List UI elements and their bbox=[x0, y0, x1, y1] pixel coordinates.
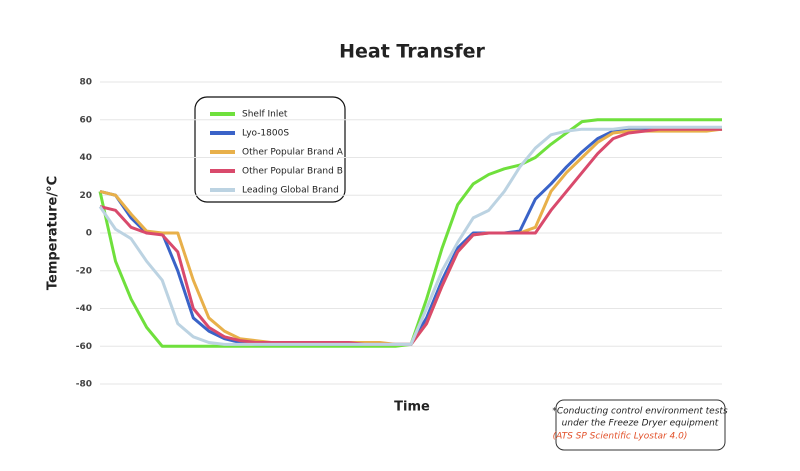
note-line: under the Freeze Dryer equipment bbox=[562, 419, 719, 429]
note-line: (ATS SP Scientific Lyostar 4.0) bbox=[553, 432, 688, 442]
y-tick-label: -60 bbox=[76, 342, 92, 352]
y-tick-label: 20 bbox=[79, 191, 92, 201]
legend-box bbox=[194, 96, 346, 203]
y-tick-label: 0 bbox=[86, 229, 92, 239]
series-line bbox=[99, 127, 723, 346]
note-line: *Conducting control environment tests bbox=[552, 407, 728, 417]
x-axis-label: Time bbox=[394, 400, 430, 415]
y-tick-label: 80 bbox=[79, 78, 92, 88]
legend-label: Lyo-1800S bbox=[242, 129, 289, 139]
y-tick-label: 60 bbox=[79, 115, 92, 125]
y-tick-label: -20 bbox=[76, 266, 92, 276]
series-line bbox=[98, 125, 722, 346]
note-box bbox=[555, 399, 726, 451]
legend-label: Leading Global Brand bbox=[242, 186, 339, 196]
y-tick-label: 40 bbox=[79, 153, 92, 163]
series-line bbox=[99, 127, 722, 346]
legend-label: Shelf Inlet bbox=[242, 110, 288, 120]
y-axis-label: Temperature/°C bbox=[46, 176, 61, 290]
y-tick-label: -80 bbox=[76, 380, 92, 390]
chart-title: Heat Transfer bbox=[339, 41, 485, 63]
y-tick-label: -40 bbox=[76, 304, 92, 314]
legend-label: Other Popular Brand B bbox=[242, 167, 343, 177]
legend-label: Other Popular Brand A bbox=[242, 148, 344, 158]
series-line bbox=[99, 127, 722, 346]
